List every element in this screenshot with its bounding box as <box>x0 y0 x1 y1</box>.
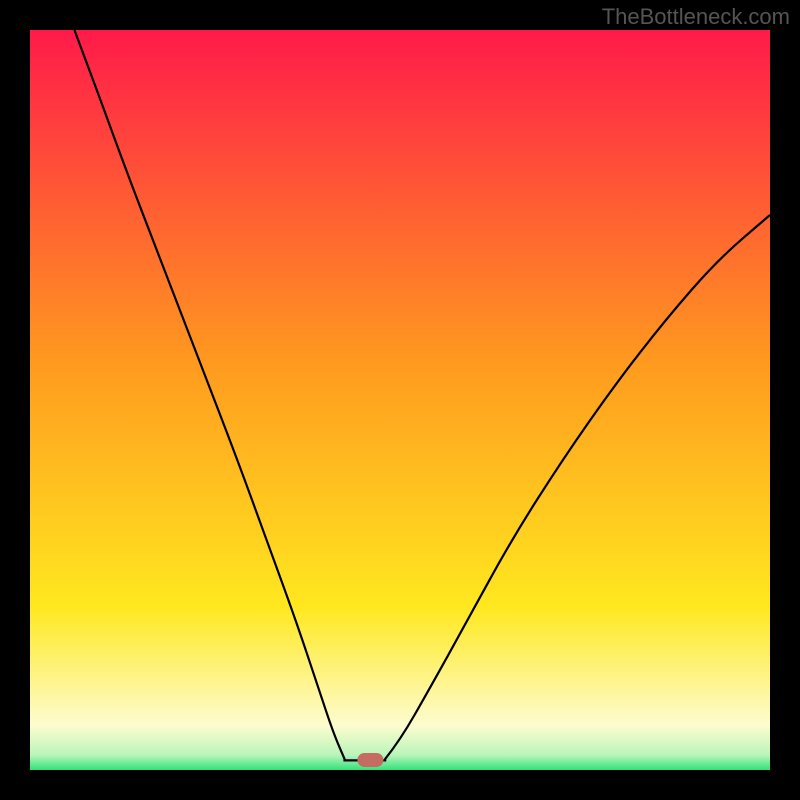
plot-area <box>30 30 770 770</box>
watermark-text: TheBottleneck.com <box>602 4 790 30</box>
bottleneck-curve <box>74 30 770 760</box>
chart-svg <box>30 30 770 770</box>
optimal-marker <box>358 753 383 767</box>
